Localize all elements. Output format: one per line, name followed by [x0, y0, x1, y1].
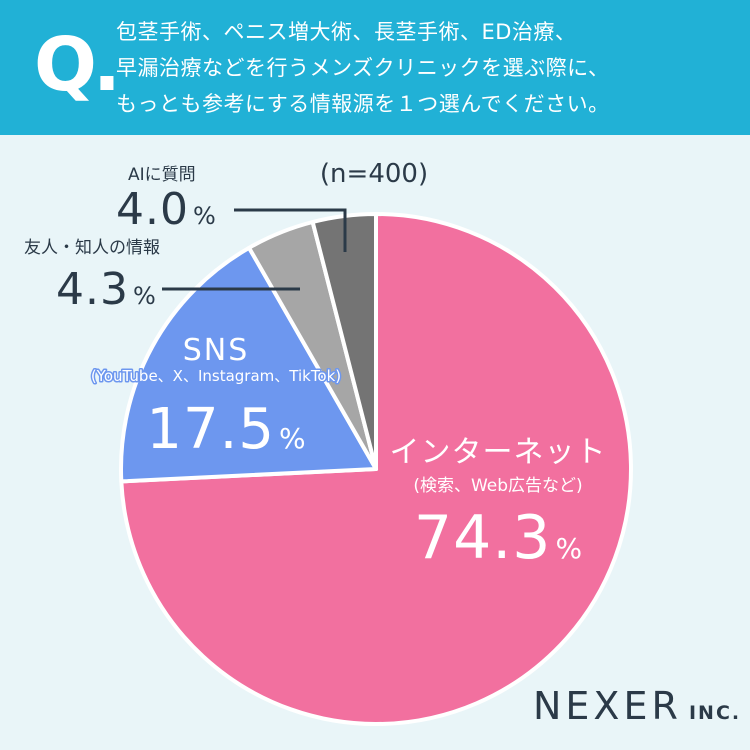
logo-suffix: INC.	[688, 702, 742, 724]
pie-slices	[118, 212, 633, 726]
value-ai-number: 4.0	[116, 184, 189, 235]
slice-labels: インターネット (検索、Web広告など) 74.3 % SNS(YouTube、X、In…	[24, 165, 607, 573]
question-text: 包茎手術、ペニス増大術、長茎手術、ED治療、 早漏治療などを行うメンズクリニック…	[116, 14, 736, 122]
value-ai-unit: %	[193, 202, 216, 230]
question-line-3: もっとも参考にする情報源を１つ選んでください。	[116, 92, 610, 116]
value-internet-number: 74.3	[414, 503, 552, 573]
leader-ai	[234, 208, 347, 252]
sample-size-label: (n=400)	[320, 159, 428, 189]
pie-slice-sns	[118, 245, 378, 484]
label-friends: 友人・知人の情報	[24, 238, 160, 258]
question-banner: Q. 包茎手術、ペニス増大術、長茎手術、ED治療、 早漏治療などを行うメンズクリ…	[0, 0, 750, 135]
value-sns-number: 17.5	[146, 397, 275, 462]
value-internet: 74.3%	[414, 503, 582, 573]
value-friends-number: 4.3	[56, 264, 129, 315]
value-sns: 17.5%	[146, 397, 305, 462]
company-logo: NEXER INC.	[533, 684, 741, 728]
value-friends-unit: %	[133, 282, 156, 310]
label-internet: インターネット	[390, 435, 607, 470]
label-internet-sub: (検索、Web広告など)	[413, 476, 582, 496]
value-ai: 4.0%	[116, 184, 216, 235]
label-sns: SNS	[183, 333, 250, 368]
label-sns-sub: (YouTube、X、Instagram、TikTok)	[91, 367, 341, 385]
value-internet-unit: %	[555, 532, 582, 565]
logo-name: NEXER	[533, 684, 682, 728]
value-friends: 4.3%	[56, 264, 156, 315]
question-line-1: 包茎手術、ペニス増大術、長茎手術、ED治療、	[116, 20, 577, 44]
question-line-2: 早漏治療などを行うメンズクリニックを選ぶ際に、	[116, 56, 610, 80]
leader-lines	[162, 208, 347, 291]
label-ai: AIに質問	[128, 165, 196, 185]
value-sns-unit: %	[279, 422, 306, 455]
